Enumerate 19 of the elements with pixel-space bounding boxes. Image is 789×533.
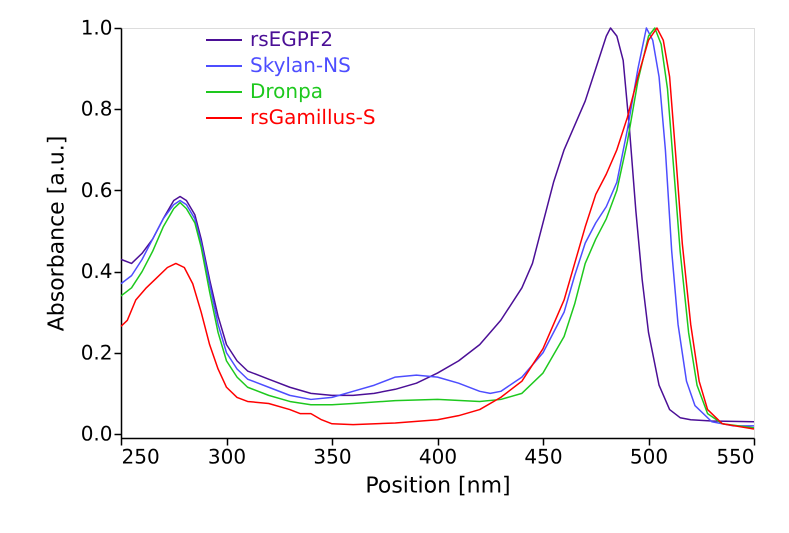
x-tick-label: 550 — [716, 444, 754, 468]
y-tick-label: 0.8 — [80, 96, 112, 121]
x-axis-title: Position [nm] — [365, 474, 511, 498]
y-tick-label: 1.0 — [80, 16, 112, 40]
legend-label: Dronpa — [250, 79, 324, 103]
x-tick-label: 450 — [524, 444, 563, 468]
x-tick-label: 500 — [630, 444, 668, 468]
x-tick-label: 400 — [418, 444, 458, 468]
y-tick-label: 0.4 — [80, 259, 112, 284]
y-tick-label: 0.0 — [80, 421, 112, 446]
y-tick-label: 0.2 — [80, 340, 112, 364]
y-axis-title: Absorbance [a.u.] — [44, 136, 70, 332]
x-tick-label: 300 — [208, 444, 246, 468]
legend-label: Skylan-NS — [250, 53, 351, 77]
x-tick-label: 350 — [313, 444, 352, 468]
x-tick-label: 250 — [122, 444, 160, 468]
legend-label: rsGamillus-S — [250, 105, 376, 129]
legend-label: rsEGPF2 — [250, 27, 334, 51]
y-tick-label: 0.6 — [80, 178, 112, 202]
